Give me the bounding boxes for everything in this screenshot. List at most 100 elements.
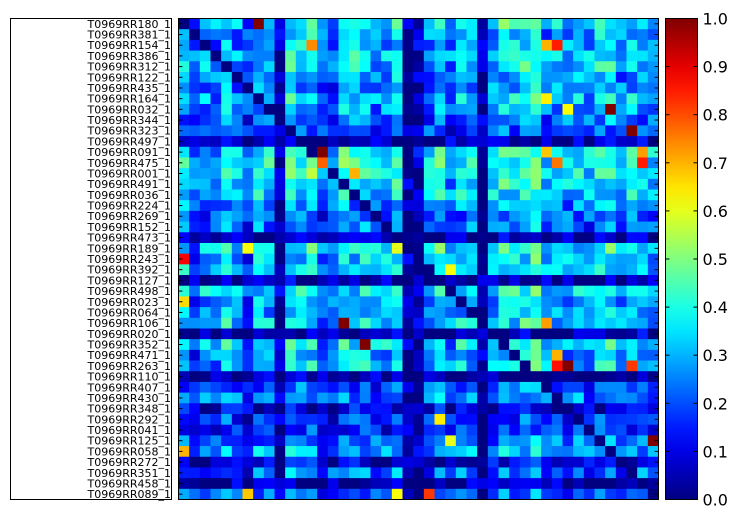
heatmap-cell xyxy=(359,210,371,222)
heatmap-cell xyxy=(306,178,318,190)
heatmap-cell xyxy=(647,264,659,276)
heatmap-cell xyxy=(306,29,318,41)
heatmap-cell xyxy=(551,264,563,276)
heatmap-cell xyxy=(263,339,275,351)
heatmap-cell xyxy=(509,435,521,447)
row-label: T0969RR243_1 xyxy=(87,253,172,266)
heatmap-cell xyxy=(530,50,542,62)
heatmap-cell xyxy=(615,39,627,51)
row-label: T0969RR032_1 xyxy=(87,103,172,116)
heatmap-cell xyxy=(253,285,265,297)
heatmap-cell xyxy=(434,328,446,340)
heatmap-cell xyxy=(231,200,243,212)
heatmap-cell xyxy=(295,296,307,308)
heatmap-cell xyxy=(434,413,446,426)
heatmap-cell xyxy=(370,232,382,244)
heatmap-cell xyxy=(295,39,307,51)
heatmap-cell xyxy=(541,264,553,276)
heatmap-cell xyxy=(359,413,371,426)
heatmap-cell xyxy=(594,307,606,319)
heatmap-cell xyxy=(285,488,297,500)
heatmap-cell xyxy=(327,157,339,169)
heatmap-cell xyxy=(466,424,478,436)
heatmap-cell xyxy=(637,232,649,244)
heatmap-cell xyxy=(594,349,606,361)
heatmap-cell xyxy=(413,392,425,404)
heatmap-cell xyxy=(242,18,254,30)
heatmap-cell xyxy=(359,104,371,116)
heatmap-cell xyxy=(466,50,478,62)
row-label: T0969RR089_1 xyxy=(87,488,172,501)
heatmap-cell xyxy=(477,82,489,94)
heatmap-cell xyxy=(199,317,211,329)
heatmap-cell xyxy=(583,456,595,468)
heatmap-cell xyxy=(178,157,190,169)
heatmap-cell xyxy=(551,39,563,51)
heatmap-cell xyxy=(605,435,617,447)
heatmap-cell xyxy=(583,136,595,148)
heatmap-cell xyxy=(551,446,563,458)
heatmap-cell xyxy=(637,93,649,105)
heatmap-cell xyxy=(541,61,553,73)
heatmap-cell xyxy=(434,381,446,394)
heatmap-cell xyxy=(498,71,510,84)
heatmap-cell xyxy=(295,104,307,116)
heatmap-cell xyxy=(551,253,563,265)
heatmap-cell xyxy=(370,488,382,500)
heatmap-cell xyxy=(605,242,617,255)
heatmap-cell xyxy=(210,435,222,447)
heatmap-cell xyxy=(210,104,222,116)
heatmap-cell xyxy=(327,178,339,190)
heatmap-cell xyxy=(221,371,233,383)
heatmap-cell xyxy=(615,125,627,137)
colorbar-tick-label: 0.5 xyxy=(703,250,728,269)
heatmap-cell xyxy=(573,275,585,287)
heatmap-cell xyxy=(381,435,393,447)
heatmap-cell xyxy=(391,18,403,30)
heatmap-cell xyxy=(551,93,563,105)
heatmap-cell xyxy=(199,189,211,201)
heatmap-cell xyxy=(423,114,435,126)
heatmap-cell xyxy=(573,104,585,116)
heatmap-cell xyxy=(487,253,499,265)
heatmap-cell xyxy=(274,328,286,340)
heatmap-cell xyxy=(466,456,478,468)
heatmap-cell xyxy=(178,456,190,468)
heatmap-cell xyxy=(317,146,329,158)
heatmap-cell xyxy=(221,221,233,233)
heatmap-cell xyxy=(413,478,425,490)
heatmap-cell xyxy=(562,168,574,180)
heatmap-cell xyxy=(434,488,446,500)
heatmap-cell xyxy=(402,61,414,73)
heatmap-cell xyxy=(178,424,190,436)
heatmap-cell xyxy=(221,232,233,244)
heatmap-cell xyxy=(413,424,425,436)
heatmap-cell xyxy=(199,178,211,190)
heatmap-cell xyxy=(210,456,222,468)
heatmap-cell xyxy=(487,456,499,468)
heatmap-cell xyxy=(615,157,627,169)
heatmap-cell xyxy=(626,253,638,265)
heatmap-cell xyxy=(423,456,435,468)
heatmap-cell xyxy=(509,178,521,190)
heatmap-cell xyxy=(423,29,435,41)
heatmap-cell xyxy=(199,210,211,222)
heatmap-cell xyxy=(551,189,563,201)
heatmap-cell xyxy=(327,82,339,94)
heatmap-cell xyxy=(583,403,595,415)
heatmap-cell xyxy=(573,264,585,276)
heatmap-cell xyxy=(637,221,649,233)
heatmap-cell xyxy=(359,93,371,105)
heatmap-cell xyxy=(530,242,542,255)
row-label: T0969RR351_1 xyxy=(87,467,172,480)
heatmap-cell xyxy=(189,29,201,41)
heatmap-cell xyxy=(199,381,211,394)
heatmap-cell xyxy=(295,253,307,265)
heatmap-cell xyxy=(530,478,542,490)
heatmap-cell xyxy=(594,360,606,372)
heatmap-cell xyxy=(327,339,339,351)
heatmap-cell xyxy=(434,71,446,84)
heatmap-cell xyxy=(637,285,649,297)
heatmap-cell xyxy=(466,146,478,158)
heatmap-cell xyxy=(583,381,595,394)
